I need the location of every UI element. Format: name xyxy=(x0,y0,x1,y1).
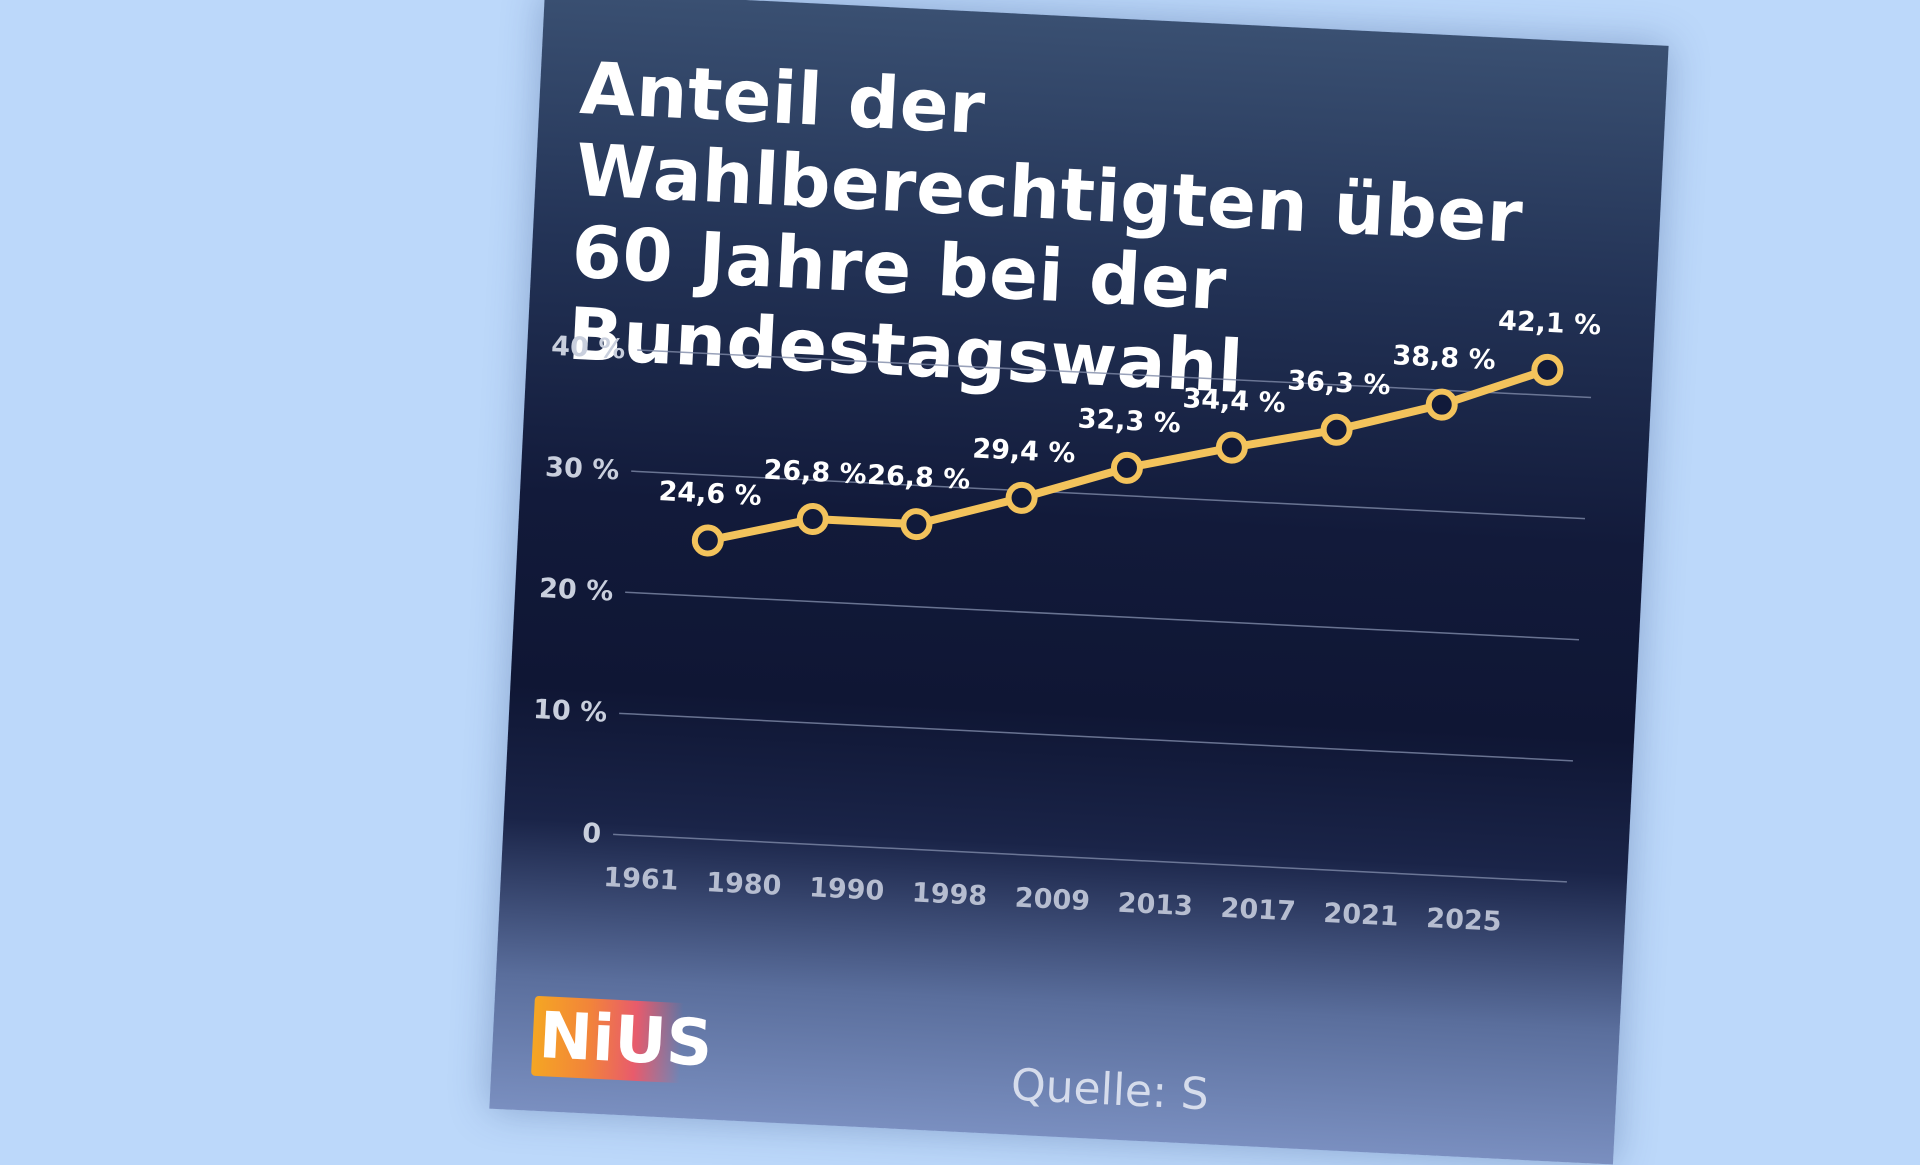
data-label: 26,8 % xyxy=(763,455,867,491)
data-label: 26,8 % xyxy=(866,460,970,496)
x-tick-label: 1961 xyxy=(603,862,680,897)
data-label: 24,6 % xyxy=(658,476,762,512)
source-note: Quelle: S xyxy=(1009,1059,1211,1121)
data-point xyxy=(1320,413,1353,446)
x-tick-label: 2017 xyxy=(1220,893,1297,928)
data-point xyxy=(1425,388,1458,421)
gridline xyxy=(619,712,1573,762)
x-tick-label: 2025 xyxy=(1426,903,1503,938)
data-point xyxy=(1531,353,1564,386)
data-label: 34,4 % xyxy=(1182,383,1286,419)
x-tick-label: 2009 xyxy=(1014,883,1091,918)
x-tick-label: 2021 xyxy=(1323,898,1400,933)
logo-text: NiUS xyxy=(531,995,721,1085)
data-point xyxy=(796,503,829,536)
y-tick-label: 40 % xyxy=(550,331,625,366)
data-point xyxy=(900,508,933,541)
y-tick-label: 30 % xyxy=(544,452,619,487)
x-tick-label: 1980 xyxy=(705,867,782,902)
data-point xyxy=(691,524,724,557)
y-tick-label: 20 % xyxy=(538,573,613,608)
x-tick-label: 2013 xyxy=(1117,888,1194,923)
data-label: 32,3 % xyxy=(1077,403,1181,439)
data-point xyxy=(1215,431,1248,464)
data-label: 36,3 % xyxy=(1287,365,1391,401)
gridline xyxy=(613,833,1567,883)
data-point xyxy=(1110,451,1143,484)
x-tick-label: 1990 xyxy=(808,872,885,907)
data-label: 38,8 % xyxy=(1392,340,1496,376)
x-tick-label: 1998 xyxy=(911,877,988,912)
gridline xyxy=(631,470,1586,520)
data-label: 29,4 % xyxy=(972,433,1076,469)
gridline xyxy=(625,591,1580,641)
gridline xyxy=(637,349,1592,399)
data-label: 42,1 % xyxy=(1497,305,1601,341)
data-point xyxy=(1005,481,1038,514)
y-tick-label: 10 % xyxy=(532,694,607,729)
nius-logo: NiUS xyxy=(531,995,721,1085)
y-tick-label: 0 xyxy=(582,818,602,850)
chart-card: Anteil der Wahlberechtigten über 60 Jahr… xyxy=(489,0,1669,1165)
line-chart: 0 10 % 20 % 30 % 40 % 1961 1980 1990 1998 2009 201… xyxy=(532,305,1602,938)
